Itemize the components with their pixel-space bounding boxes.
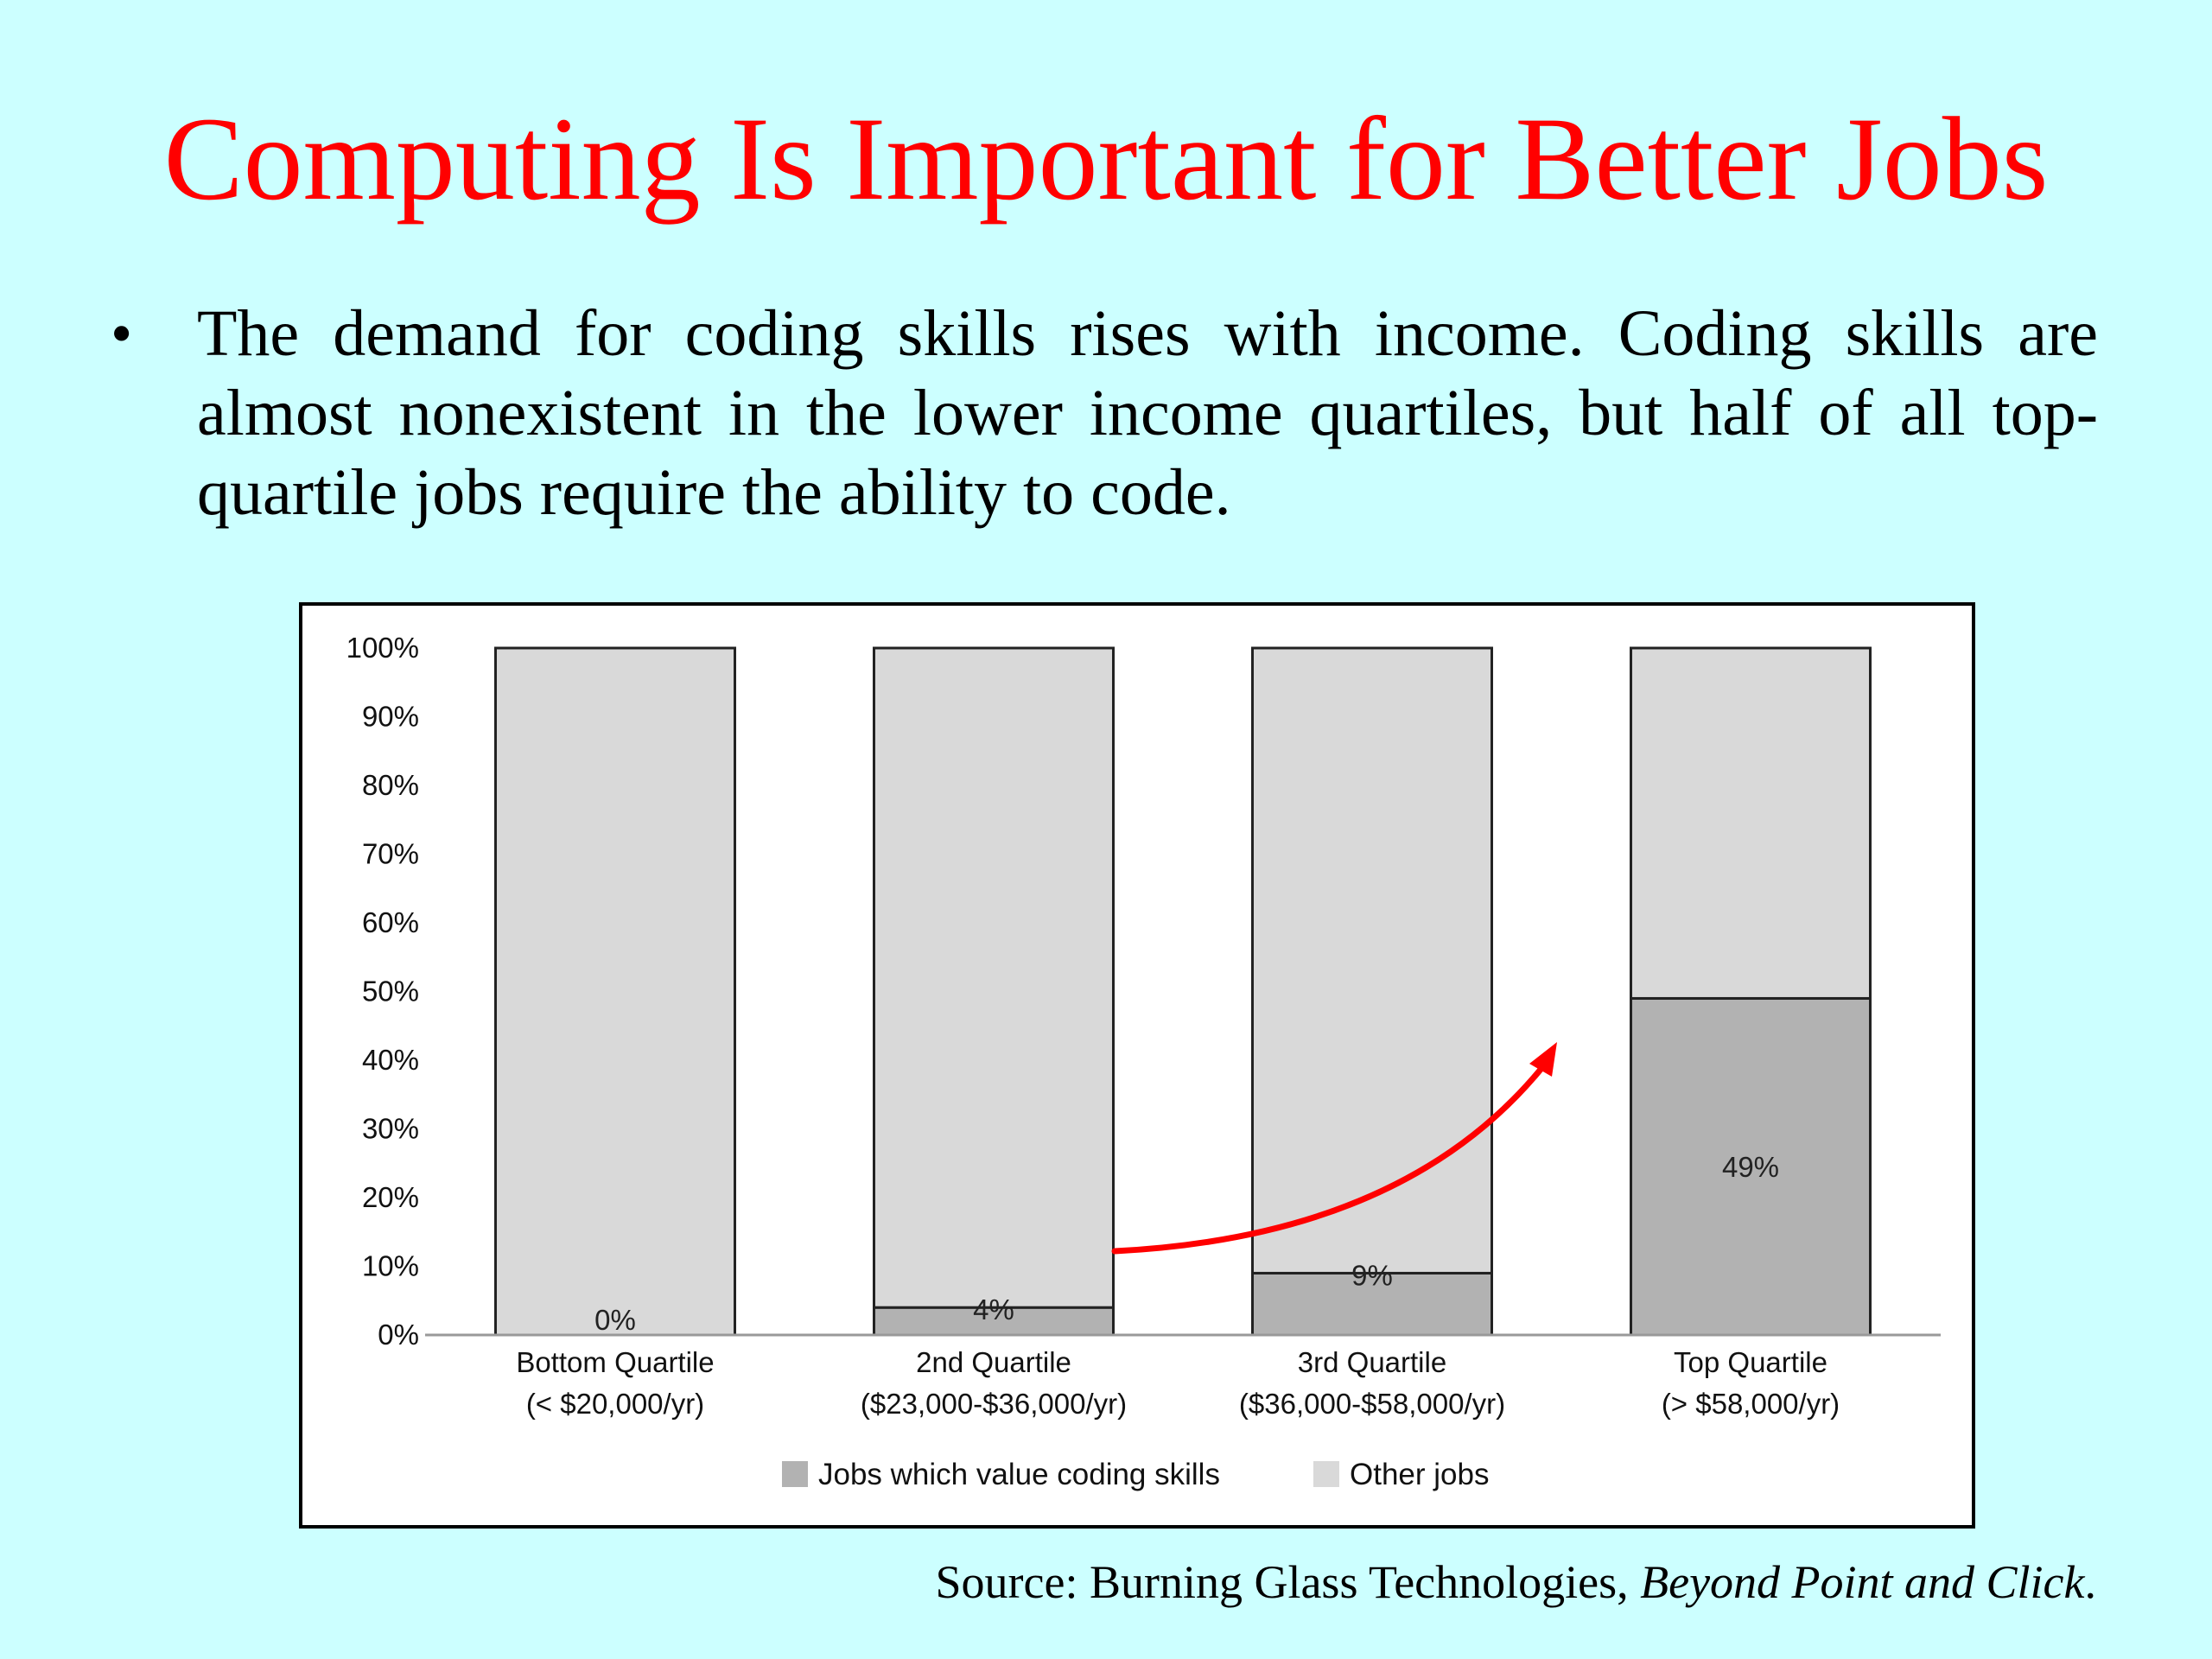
source-citation: Source: Burning Glass Technologies, Beyo… <box>936 1555 2097 1609</box>
y-tick-label: 60% <box>362 906 419 938</box>
bar-other-jobs <box>1630 646 1872 1000</box>
legend-label: Jobs which value coding skills <box>818 1458 1220 1491</box>
legend-swatch <box>782 1461 808 1487</box>
y-tick-label: 50% <box>362 976 419 1007</box>
y-tick-label: 70% <box>362 838 419 870</box>
category-label: 2nd Quartile <box>916 1346 1071 1378</box>
category-label: (< $20,000/yr) <box>526 1388 704 1420</box>
category-label: 3rd Quartile <box>1298 1346 1446 1378</box>
source-title: Beyond Point and Click <box>1640 1556 2085 1608</box>
category-label: (> $58,000/yr) <box>1662 1388 1840 1420</box>
data-label: 4% <box>973 1294 1014 1325</box>
y-tick-label: 30% <box>362 1113 419 1145</box>
stacked-bar-chart: 0% 10% 20% 30% 40% 50% 60% 70% 80% 90% 100% 0% 4% 9%… <box>346 632 1941 1491</box>
y-tick-label: 80% <box>362 769 419 801</box>
y-tick-label: 40% <box>362 1044 419 1076</box>
source-suffix: . <box>2084 1556 2097 1608</box>
legend-label: Other jobs <box>1350 1458 1489 1491</box>
bar-other-jobs <box>494 646 736 1337</box>
category-label: ($36,000-$58,000/yr) <box>1239 1388 1505 1420</box>
bullet-marker: • <box>111 299 133 368</box>
y-tick-label: 0% <box>378 1319 419 1351</box>
y-tick-label: 90% <box>362 701 419 733</box>
bar-coding-jobs <box>873 1306 1115 1337</box>
slide-title: Computing Is Important for Better Jobs <box>163 92 2049 225</box>
category-label: ($23,000-$36,000/yr) <box>861 1388 1127 1420</box>
bar-other-jobs <box>873 646 1115 1309</box>
category-label: Top Quartile <box>1674 1346 1827 1378</box>
y-tick-label: 20% <box>362 1181 419 1213</box>
data-label: 9% <box>1351 1259 1393 1291</box>
legend-swatch <box>1313 1461 1339 1487</box>
data-label: 0% <box>594 1304 636 1336</box>
trend-arrowhead <box>1529 1042 1557 1077</box>
bar-other-jobs <box>1251 646 1493 1274</box>
source-prefix: Source: Burning Glass Technologies, <box>935 1556 1641 1608</box>
data-label: 49% <box>1722 1151 1779 1183</box>
trend-arrow <box>1111 1058 1550 1255</box>
chart-frame: 0% 10% 20% 30% 40% 50% 60% 70% 80% 90% 100% 0% 4% 9%… <box>299 602 1975 1529</box>
bullet-text: The demand for coding skills rises with … <box>197 297 2098 529</box>
category-label: Bottom Quartile <box>516 1346 714 1378</box>
y-tick-label: 100% <box>346 632 419 664</box>
y-tick-label: 10% <box>362 1250 419 1282</box>
